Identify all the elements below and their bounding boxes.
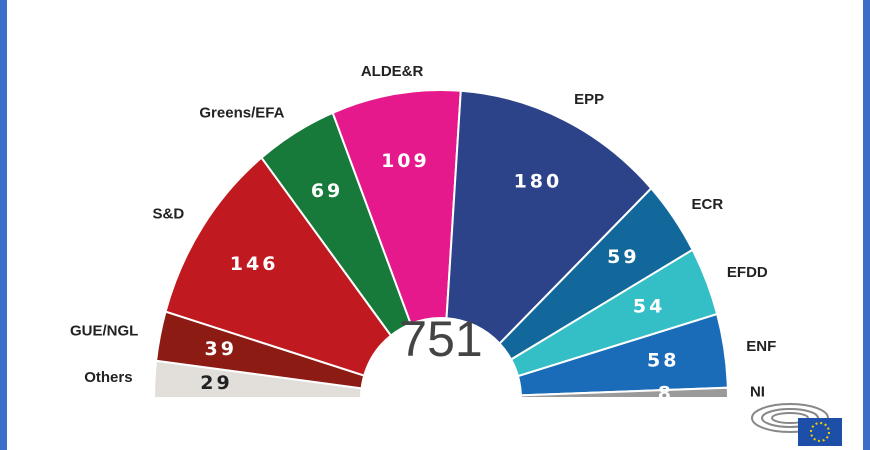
party-label: EFDD (727, 264, 768, 281)
seat-count: 69 (311, 180, 343, 202)
seat-segment (331, 89, 462, 326)
party-label: EPP (574, 91, 604, 108)
frame-left (0, 0, 7, 450)
seat-count: 29 (200, 372, 232, 394)
party-label: S&D (153, 205, 185, 222)
seat-segment (519, 386, 730, 399)
ep-logo (751, 403, 842, 446)
seat-count: 180 (514, 170, 563, 192)
seat-count: 59 (607, 246, 639, 268)
party-label: Others (84, 369, 132, 386)
party-label: ECR (692, 196, 724, 213)
seat-count: 58 (647, 350, 679, 372)
seat-count: 54 (633, 296, 665, 318)
seat-segment (164, 156, 393, 377)
party-label: GUE/NGL (70, 322, 138, 339)
seat-segment (445, 89, 653, 345)
party-label: ENF (746, 338, 776, 355)
seat-count: 8 (658, 382, 674, 404)
seat-count: 146 (230, 253, 279, 275)
frame-right (863, 0, 870, 450)
hemicycle (152, 89, 730, 399)
party-label: NI (750, 383, 765, 400)
party-label: Greens/EFA (199, 104, 284, 121)
seat-count: 39 (204, 338, 236, 360)
party-label: ALDE&R (361, 63, 424, 80)
seat-count: 109 (381, 150, 430, 172)
total-label: 751 (399, 311, 482, 367)
